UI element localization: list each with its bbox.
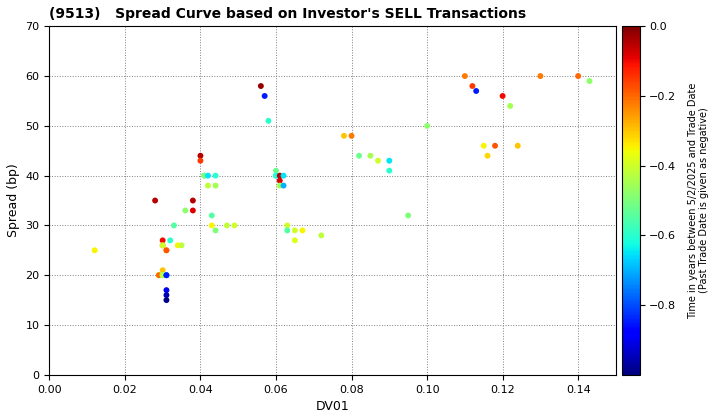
Point — [153, 272, 165, 278]
Point — [179, 207, 191, 214]
Point — [194, 158, 206, 164]
Point — [282, 222, 293, 229]
Point — [297, 227, 308, 234]
Point — [459, 73, 471, 79]
Y-axis label: Spread (bp): Spread (bp) — [7, 164, 20, 237]
Point — [187, 197, 199, 204]
X-axis label: DV01: DV01 — [316, 400, 349, 413]
Point — [210, 227, 221, 234]
Point — [384, 167, 395, 174]
Point — [467, 83, 478, 89]
Point — [572, 73, 584, 79]
Point — [497, 93, 508, 100]
Point — [157, 242, 168, 249]
Point — [210, 182, 221, 189]
Point — [346, 132, 357, 139]
Point — [270, 172, 282, 179]
Point — [315, 232, 327, 239]
Point — [274, 172, 286, 179]
Point — [187, 207, 199, 214]
Point — [172, 242, 184, 249]
Point — [176, 242, 187, 249]
Point — [194, 152, 206, 159]
Point — [535, 73, 546, 79]
Point — [157, 237, 168, 244]
Text: (9513)   Spread Curve based on Investor's SELL Transactions: (9513) Spread Curve based on Investor's … — [50, 7, 526, 21]
Point — [289, 227, 301, 234]
Point — [255, 83, 266, 89]
Point — [199, 172, 210, 179]
Point — [278, 172, 289, 179]
Point — [202, 182, 214, 189]
Point — [384, 158, 395, 164]
Point — [161, 292, 172, 299]
Point — [490, 142, 501, 149]
Point — [338, 132, 350, 139]
Point — [161, 272, 172, 278]
Point — [164, 237, 176, 244]
Point — [274, 182, 286, 189]
Point — [202, 172, 214, 179]
Point — [168, 222, 180, 229]
Point — [512, 142, 523, 149]
Point — [161, 297, 172, 304]
Point — [157, 272, 168, 278]
Point — [282, 227, 293, 234]
Point — [161, 272, 172, 278]
Point — [153, 272, 165, 278]
Point — [364, 152, 376, 159]
Point — [149, 197, 161, 204]
Point — [157, 267, 168, 273]
Point — [221, 222, 233, 229]
Point — [372, 158, 384, 164]
Point — [263, 118, 274, 124]
Point — [210, 172, 221, 179]
Point — [206, 212, 217, 219]
Point — [161, 247, 172, 254]
Point — [278, 182, 289, 189]
Point — [482, 152, 493, 159]
Point — [584, 78, 595, 84]
Point — [157, 272, 168, 278]
Point — [270, 167, 282, 174]
Point — [199, 172, 210, 179]
Point — [402, 212, 414, 219]
Point — [161, 247, 172, 254]
Point — [270, 172, 282, 179]
Point — [289, 237, 301, 244]
Point — [470, 88, 482, 94]
Point — [229, 222, 240, 229]
Point — [153, 272, 165, 278]
Point — [161, 287, 172, 294]
Point — [354, 152, 365, 159]
Point — [89, 247, 100, 254]
Point — [259, 93, 271, 100]
Point — [421, 123, 433, 129]
Y-axis label: Time in years between 5/2/2025 and Trade Date
(Past Trade Date is given as negat: Time in years between 5/2/2025 and Trade… — [688, 82, 709, 319]
Point — [157, 272, 168, 278]
Point — [157, 242, 168, 249]
Point — [206, 222, 217, 229]
Point — [478, 142, 490, 149]
Point — [274, 177, 286, 184]
Point — [161, 272, 172, 278]
Point — [505, 102, 516, 109]
